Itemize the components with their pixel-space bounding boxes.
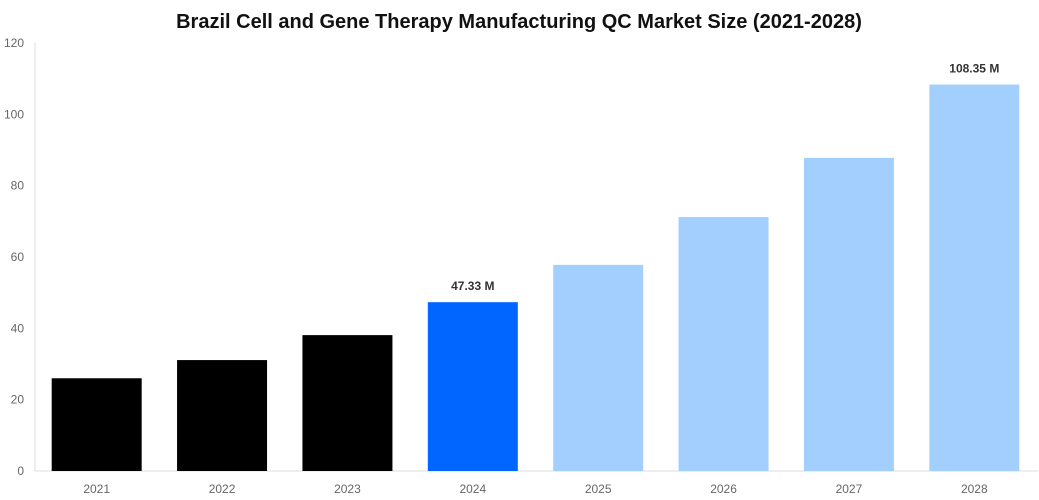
x-tick-label: 2022 bbox=[209, 482, 236, 496]
chart-title: Brazil Cell and Gene Therapy Manufacturi… bbox=[176, 11, 862, 33]
y-tick-label: 0 bbox=[17, 464, 24, 478]
x-tick-label: 2025 bbox=[585, 482, 612, 496]
bar-2026 bbox=[678, 217, 769, 471]
y-tick-label: 60 bbox=[11, 250, 25, 264]
x-tick-label: 2023 bbox=[334, 482, 361, 496]
x-tick-label: 2028 bbox=[961, 482, 988, 496]
y-tick-label: 120 bbox=[4, 36, 24, 50]
y-tick-label: 80 bbox=[11, 179, 25, 193]
bar-2025 bbox=[553, 264, 644, 471]
y-tick-label: 100 bbox=[4, 107, 24, 121]
bar-2024 bbox=[427, 302, 518, 471]
bar-2021 bbox=[51, 378, 142, 471]
x-tick-label: 2027 bbox=[836, 482, 863, 496]
bar-2023 bbox=[302, 335, 393, 471]
x-tick-label: 2024 bbox=[459, 482, 486, 496]
bar-2028 bbox=[929, 84, 1020, 471]
y-tick-label: 40 bbox=[11, 321, 25, 335]
x-tick-label: 2026 bbox=[710, 482, 737, 496]
y-tick-label: 20 bbox=[11, 393, 25, 407]
bar-2027 bbox=[803, 157, 894, 471]
bar-2022 bbox=[177, 360, 268, 471]
x-tick-label: 2021 bbox=[83, 482, 110, 496]
data-label: 47.33 M bbox=[451, 279, 494, 293]
data-label: 108.35 M bbox=[949, 62, 999, 76]
